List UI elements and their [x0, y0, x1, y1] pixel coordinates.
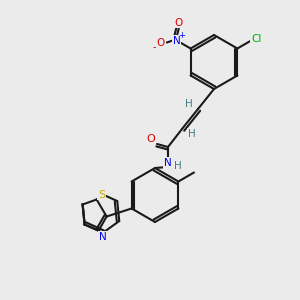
Text: N: N — [99, 232, 106, 242]
Text: O: O — [175, 17, 183, 28]
Text: H: H — [174, 161, 182, 171]
Text: Cl: Cl — [251, 34, 261, 44]
Text: +: + — [178, 31, 185, 40]
Text: N: N — [164, 158, 172, 168]
Text: -: - — [153, 43, 157, 52]
Text: H: H — [188, 129, 196, 139]
Text: H: H — [185, 99, 193, 109]
Text: O: O — [147, 134, 155, 144]
Text: N: N — [173, 35, 181, 46]
Text: S: S — [98, 190, 105, 200]
Text: O: O — [157, 38, 165, 47]
